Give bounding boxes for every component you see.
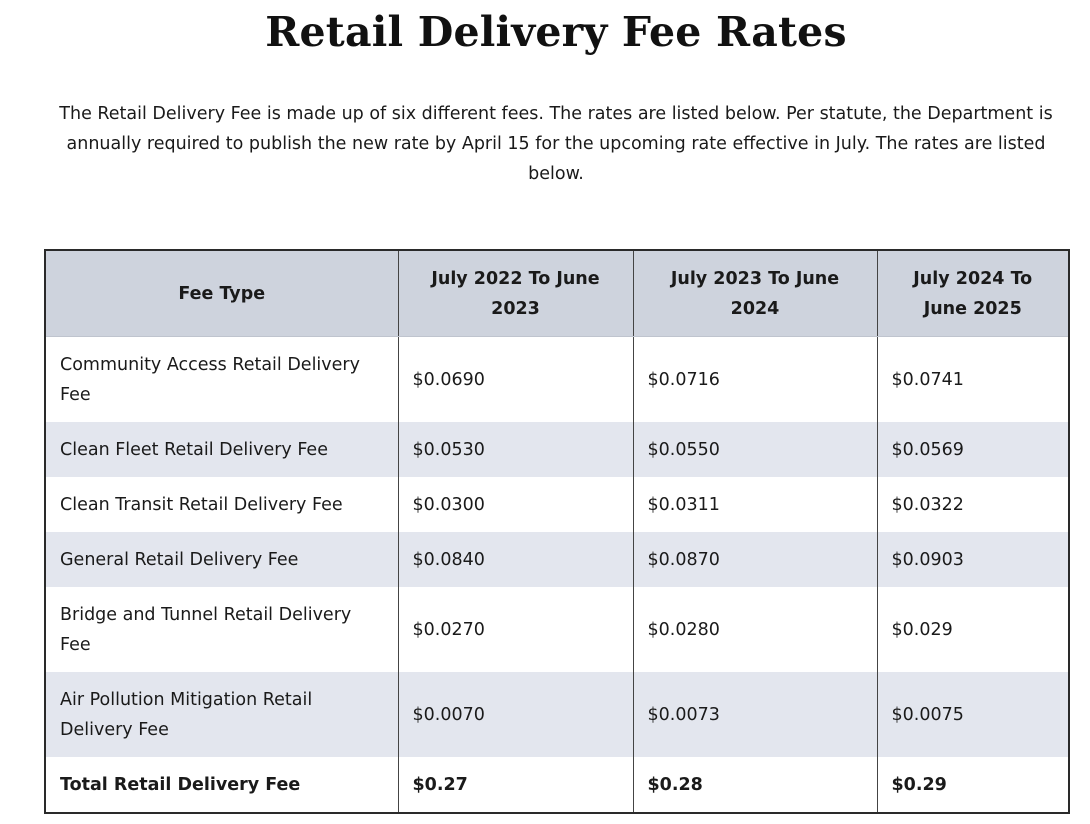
fee-type-cell: Clean Transit Retail Delivery Fee <box>44 477 399 532</box>
rate-cell: $0.0903 <box>876 532 1070 587</box>
total-row: Total Retail Delivery Fee $0.27 $0.28 $0… <box>44 757 1070 813</box>
fee-rates-table: Fee Type July 2022 To June 2023 July 202… <box>44 249 1070 814</box>
table-body: Community Access Retail Delivery Fee $0.… <box>44 336 1070 813</box>
rate-cell: $0.0569 <box>876 422 1070 477</box>
fee-type-cell: Air Pollution Mitigation Retail Delivery… <box>44 672 399 757</box>
total-rate-cell: $0.28 <box>632 757 878 813</box>
rate-cell: $0.0322 <box>876 477 1070 532</box>
fee-type-cell: Clean Fleet Retail Delivery Fee <box>44 422 399 477</box>
rate-cell: $0.0530 <box>397 422 634 477</box>
header-fee-type: Fee Type <box>44 250 399 337</box>
rate-cell: $0.0311 <box>632 477 878 532</box>
fee-type-cell: General Retail Delivery Fee <box>44 532 399 587</box>
rate-cell: $0.029 <box>876 587 1070 672</box>
total-rate-cell: $0.29 <box>876 757 1070 813</box>
table-row: Clean Fleet Retail Delivery Fee $0.0530 … <box>44 422 1070 477</box>
fee-type-cell: Community Access Retail Delivery Fee <box>44 336 399 422</box>
table-row: Clean Transit Retail Delivery Fee $0.030… <box>44 477 1070 532</box>
intro-paragraph: The Retail Delivery Fee is made up of si… <box>59 104 1053 184</box>
table-header: Fee Type July 2022 To June 2023 July 202… <box>44 250 1070 337</box>
rate-cell: $0.0870 <box>632 532 878 587</box>
header-period-2023-2024: July 2023 To June 2024 <box>632 250 878 337</box>
rate-cell: $0.0840 <box>397 532 634 587</box>
table-row: Community Access Retail Delivery Fee $0.… <box>44 336 1070 422</box>
rate-cell: $0.0073 <box>632 672 878 757</box>
header-period-2024-2025: July 2024 To June 2025 <box>876 250 1070 337</box>
table-row: Bridge and Tunnel Retail Delivery Fee $0… <box>44 587 1070 672</box>
rate-cell: $0.0741 <box>876 336 1070 422</box>
rate-cell: $0.0716 <box>632 336 878 422</box>
rate-cell: $0.0690 <box>397 336 634 422</box>
total-rate-cell: $0.27 <box>397 757 634 813</box>
header-row: Fee Type July 2022 To June 2023 July 202… <box>44 250 1070 337</box>
rate-cell: $0.0075 <box>876 672 1070 757</box>
table-row: General Retail Delivery Fee $0.0840 $0.0… <box>44 532 1070 587</box>
rate-cell: $0.0550 <box>632 422 878 477</box>
rate-cell: $0.0270 <box>397 587 634 672</box>
page-title: Retail Delivery Fee Rates <box>265 8 847 56</box>
rate-cell: $0.0070 <box>397 672 634 757</box>
fee-type-cell: Bridge and Tunnel Retail Delivery Fee <box>44 587 399 672</box>
rate-cell: $0.0300 <box>397 477 634 532</box>
table-row: Air Pollution Mitigation Retail Delivery… <box>44 672 1070 757</box>
header-period-2022-2023: July 2022 To June 2023 <box>397 250 634 337</box>
rate-cell: $0.0280 <box>632 587 878 672</box>
total-label-cell: Total Retail Delivery Fee <box>44 757 399 813</box>
